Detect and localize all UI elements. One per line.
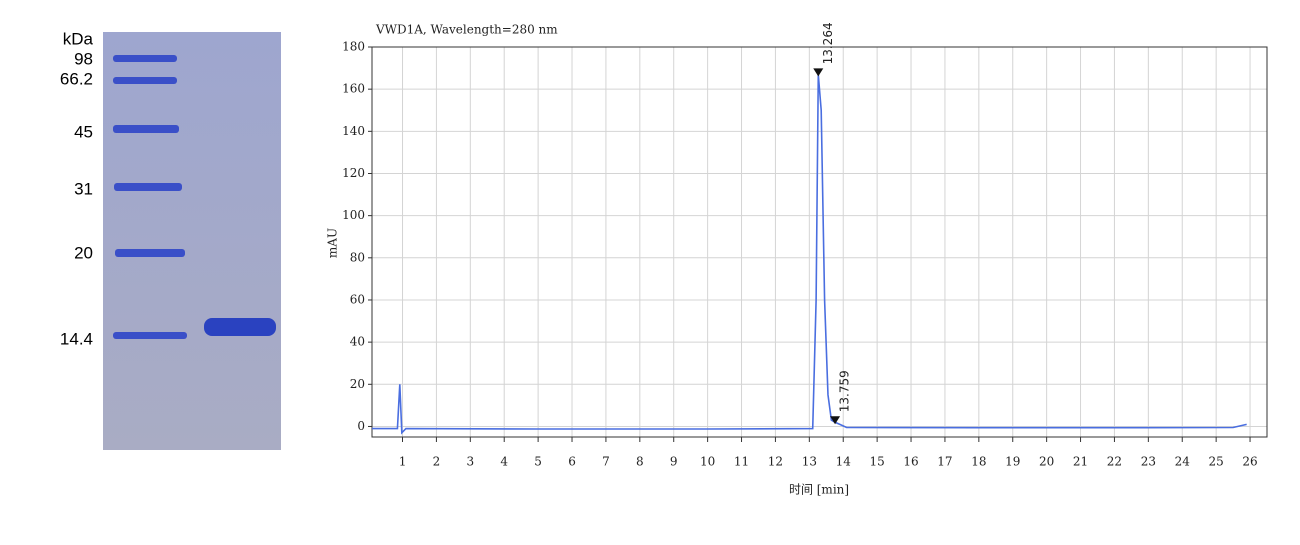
gel xyxy=(103,32,281,450)
x-tick-label: 9 xyxy=(670,455,678,469)
band xyxy=(115,249,185,257)
marker-label: 14.4 xyxy=(60,329,93,348)
x-tick-label: 19 xyxy=(1005,455,1020,469)
peak-label: 13.264 xyxy=(821,22,835,64)
chart-title: VWD1A, Wavelength=280 nm xyxy=(375,23,558,37)
band xyxy=(113,125,179,133)
x-tick-label: 11 xyxy=(734,455,749,469)
chromatogram: VWD1A, Wavelength=280 nm mAU 时间 [min] 0 2… xyxy=(326,22,1268,497)
x-tick-label: 20 xyxy=(1039,455,1054,469)
x-tick-label: 25 xyxy=(1209,455,1224,469)
x-tick-label: 17 xyxy=(937,455,952,469)
y-tick-label: 160 xyxy=(342,82,365,96)
x-tick-label: 15 xyxy=(869,455,884,469)
x-tick-label: 23 xyxy=(1141,455,1156,469)
y-tick-label: 100 xyxy=(342,208,365,222)
gel-image xyxy=(103,32,281,450)
x-tick-label: 14 xyxy=(836,455,852,469)
y-tick-label: 140 xyxy=(342,124,365,138)
x-tick-label: 24 xyxy=(1175,455,1191,469)
x-tick-label: 2 xyxy=(433,455,441,469)
band xyxy=(113,55,177,62)
x-tick-label: 1 xyxy=(399,455,407,469)
marker-bands xyxy=(113,55,187,339)
x-tick-label: 18 xyxy=(971,455,986,469)
x-tick-label: 16 xyxy=(903,455,918,469)
x-tick-label: 5 xyxy=(534,455,542,469)
x-tick-label: 3 xyxy=(466,455,474,469)
marker-label: 45 xyxy=(74,122,93,141)
y-axis-label: mAU xyxy=(326,228,340,258)
sample-band xyxy=(204,318,276,336)
y-tick-label: 20 xyxy=(350,377,365,391)
trace xyxy=(372,74,1247,435)
y-tick-label: 40 xyxy=(350,335,365,349)
marker-label: 31 xyxy=(74,179,93,198)
y-tick-label: 80 xyxy=(350,250,365,264)
x-tick-label: 21 xyxy=(1073,455,1088,469)
x-tick-label: 12 xyxy=(768,455,783,469)
plot-frame xyxy=(371,46,1268,438)
x-tick-label: 4 xyxy=(500,455,508,469)
x-axis-label: 时间 [min] xyxy=(789,483,849,497)
y-tick-label: 60 xyxy=(350,292,365,306)
x-tick-label: 22 xyxy=(1107,455,1122,469)
x-tick-label: 8 xyxy=(636,455,644,469)
y-tick-label: 120 xyxy=(342,166,365,180)
y-tick-label: 0 xyxy=(357,419,365,433)
band xyxy=(114,183,182,191)
x-tick-label: 6 xyxy=(568,455,576,469)
unit-label: kDa xyxy=(63,29,94,48)
y-tick-label: 180 xyxy=(342,40,365,54)
peak-marker xyxy=(830,416,841,425)
x-tick-label: 7 xyxy=(602,455,610,469)
x-tick-label: 26 xyxy=(1242,455,1257,469)
x-tick-label: 10 xyxy=(700,455,715,469)
x-tick-label: 13 xyxy=(802,455,817,469)
marker-label: 98 xyxy=(74,49,93,68)
band xyxy=(113,332,187,339)
peak-marker xyxy=(813,68,824,77)
peak-label: 13.759 xyxy=(838,370,852,412)
band xyxy=(113,77,177,84)
marker-label: 20 xyxy=(74,243,93,262)
marker-label: 66.2 xyxy=(60,69,93,88)
